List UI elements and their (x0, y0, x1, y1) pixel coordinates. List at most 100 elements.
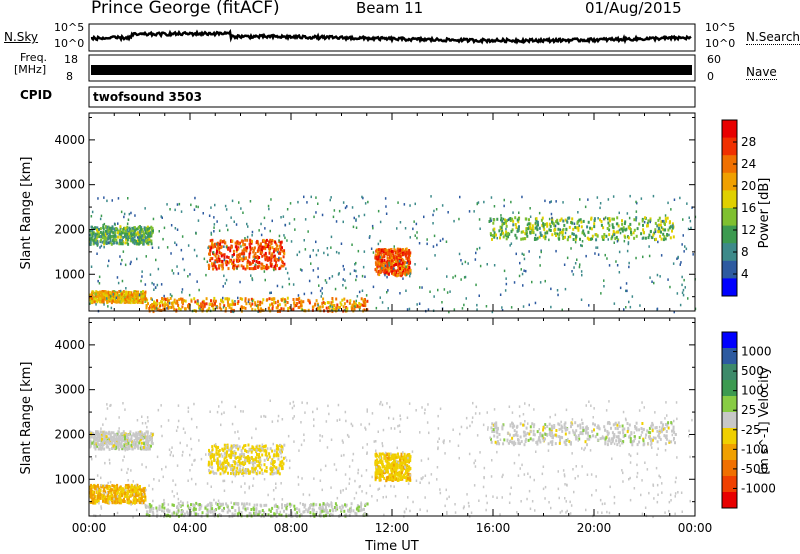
data-cell (128, 293, 131, 297)
data-cell (389, 474, 392, 478)
data-cell (682, 288, 685, 292)
data-cell (368, 236, 371, 239)
data-cell (105, 435, 108, 439)
data-cell (109, 230, 112, 234)
data-cell (110, 299, 113, 303)
data-cell (144, 207, 146, 210)
data-cell (112, 439, 115, 442)
data-cell (507, 231, 510, 235)
data-cell (270, 468, 272, 472)
data-cell (252, 255, 255, 259)
data-cell (254, 252, 257, 255)
data-cell (125, 486, 128, 490)
data-cell (292, 307, 295, 311)
data-cell (117, 300, 120, 304)
data-cell (575, 226, 578, 230)
data-cell (215, 501, 217, 505)
data-cell (616, 264, 619, 267)
data-cell (202, 212, 204, 215)
data-cell (405, 456, 408, 460)
data-cell (132, 486, 135, 490)
data-cell (498, 442, 501, 446)
data-cell (263, 463, 266, 467)
data-cell (282, 255, 285, 259)
data-cell (560, 230, 563, 234)
data-cell (391, 252, 394, 256)
data-cell (275, 242, 278, 246)
data-cell (405, 247, 408, 251)
data-cell (177, 501, 180, 505)
nsky-trace (90, 28, 692, 45)
data-cell (104, 432, 107, 435)
data-cell (121, 439, 123, 443)
data-cell (101, 437, 103, 441)
data-cell (271, 219, 273, 223)
data-cell (103, 196, 105, 199)
data-cell (581, 273, 583, 277)
data-cell (324, 507, 327, 511)
data-cell (127, 491, 130, 494)
data-cell (119, 297, 122, 301)
data-cell (607, 221, 610, 225)
data-cell (264, 258, 267, 262)
data-cell (147, 513, 150, 516)
data-cell (596, 196, 599, 199)
data-cell (358, 505, 361, 509)
data-cell (194, 300, 197, 304)
data-cell (260, 242, 262, 246)
data-cell (266, 298, 269, 302)
data-cell (148, 443, 150, 447)
data-cell (146, 434, 149, 438)
data-cell (550, 212, 553, 216)
data-cell (345, 286, 347, 290)
data-cell (317, 202, 319, 205)
data-cell (201, 511, 204, 515)
data-cell (91, 297, 93, 301)
data-cell (145, 504, 148, 508)
data-cell (166, 513, 169, 517)
data-cell (270, 198, 272, 201)
data-cell (384, 248, 387, 252)
data-cell (128, 501, 131, 505)
data-cell (251, 445, 254, 449)
data-cell (284, 504, 286, 507)
data-cell (276, 258, 279, 261)
data-cell (253, 448, 256, 452)
data-cell (233, 444, 235, 448)
data-cell (331, 513, 334, 517)
data-cell (397, 261, 400, 265)
data-cell (334, 508, 337, 512)
data-cell (251, 456, 254, 460)
data-cell (92, 232, 95, 236)
data-cell (627, 242, 630, 246)
data-cell (95, 303, 97, 306)
data-cell (237, 300, 240, 304)
data-cell (96, 444, 99, 448)
data-cell (573, 222, 576, 225)
data-cell (107, 241, 110, 244)
data-cell (102, 290, 105, 294)
data-cell (661, 227, 664, 231)
data-cell (550, 200, 552, 203)
data-cell (324, 503, 327, 507)
data-cell (354, 302, 357, 306)
data-cell (392, 475, 395, 479)
data-cell (92, 239, 95, 243)
data-cell (149, 273, 152, 276)
data-cell (106, 300, 109, 303)
data-cell (150, 225, 153, 229)
data-cell (392, 264, 395, 268)
data-cell (129, 439, 132, 443)
data-cell (186, 504, 189, 508)
data-cell (226, 255, 229, 259)
data-cell (161, 297, 164, 300)
data-cell (218, 466, 221, 470)
data-cell (176, 228, 179, 231)
data-cell (563, 263, 566, 266)
data-cell (391, 271, 393, 275)
data-cell (228, 297, 231, 301)
data-cell (99, 297, 102, 301)
data-cell (89, 439, 92, 443)
data-cell (211, 510, 214, 514)
data-cell (162, 307, 165, 311)
